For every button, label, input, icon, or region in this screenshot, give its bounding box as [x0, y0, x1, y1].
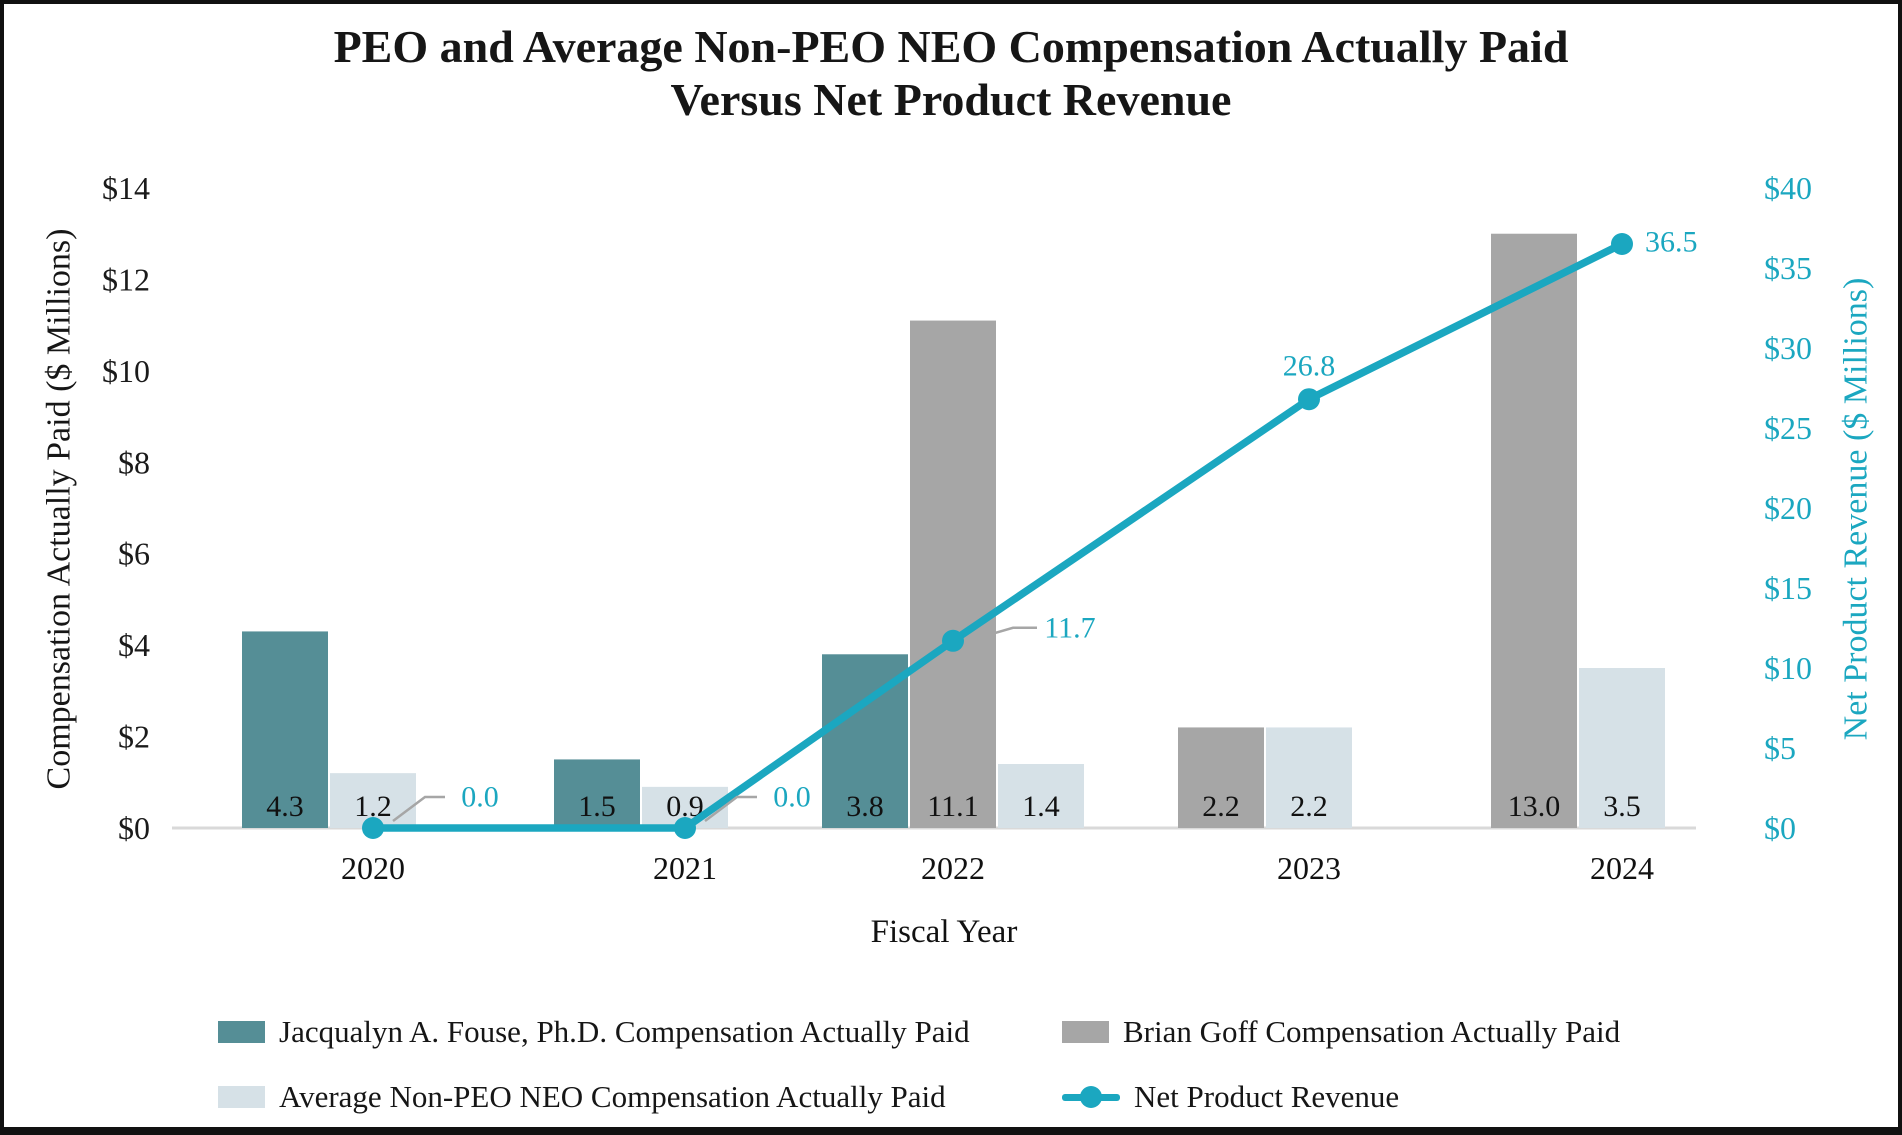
legend-swatch-goff: [1062, 1021, 1109, 1043]
right-axis-tick-label: $35: [1764, 250, 1812, 286]
left-axis-tick-label: $4: [118, 627, 150, 663]
revenue-marker: [1611, 233, 1633, 255]
bar-value-label: 4.3: [266, 790, 304, 823]
legend-line-marker-icon: [1062, 1086, 1120, 1108]
bar: [998, 764, 1084, 828]
left-axis-title: Compensation Actually Paid ($ Millions): [41, 229, 78, 790]
right-axis-tick-label: $5: [1764, 730, 1796, 766]
bar: [554, 759, 640, 828]
label-leader-line: [974, 626, 1037, 641]
chart-title-line1: PEO and Average Non-PEO NEO Compensation…: [333, 21, 1569, 72]
x-tick-label: 2020: [341, 850, 405, 886]
legend-swatch-fouse: [218, 1021, 265, 1043]
revenue-value-label: 11.7: [1044, 611, 1095, 644]
revenue-marker: [942, 629, 964, 652]
revenue-marker: [362, 817, 384, 839]
bar: [1266, 727, 1352, 828]
revenue-marker: [674, 817, 696, 839]
left-axis-tick-label: $14: [102, 170, 150, 206]
right-axis-tick-label: $40: [1764, 170, 1812, 206]
revenue-value-label: 26.8: [1283, 350, 1336, 383]
left-axis-tick-label: $8: [118, 444, 150, 480]
left-axis-tick-label: $6: [118, 536, 150, 572]
legend-item-revenue: Net Product Revenue: [1062, 1077, 1399, 1117]
bar: [910, 320, 996, 828]
x-tick-label: 2021: [653, 850, 717, 886]
bar: [1491, 233, 1577, 828]
chart-title: PEO and Average Non-PEO NEO Compensation…: [4, 20, 1898, 126]
bar: [242, 631, 328, 828]
left-axis-tick-label: $0: [118, 810, 150, 846]
revenue-value-label: 0.0: [773, 781, 811, 814]
bar-value-label: 3.5: [1603, 790, 1641, 823]
x-tick-label: 2023: [1277, 850, 1341, 886]
label-leader-line: [392, 795, 445, 822]
bar: [1178, 727, 1264, 828]
legend-label-fouse: Jacqualyn A. Fouse, Ph.D. Compensation A…: [279, 1014, 970, 1049]
left-axis-tick-label: $10: [102, 353, 150, 389]
left-axis-tick-label: $12: [102, 261, 150, 297]
right-axis-tick-label: $15: [1764, 570, 1812, 606]
x-axis-title: Fiscal Year: [871, 914, 1018, 950]
chart-title-line2: Versus Net Product Revenue: [670, 74, 1232, 125]
x-tick-label: 2022: [921, 850, 985, 886]
legend-label-goff: Brian Goff Compensation Actually Paid: [1123, 1014, 1621, 1049]
bar: [1579, 668, 1665, 828]
legend-label-revenue: Net Product Revenue: [1134, 1079, 1400, 1114]
legend-item-fouse: Jacqualyn A. Fouse, Ph.D. Compensation A…: [218, 1012, 970, 1052]
legend-item-goff: Brian Goff Compensation Actually Paid: [1062, 1012, 1620, 1052]
legend-swatch-avg-neo: [218, 1086, 265, 1108]
right-axis-title: Net Product Revenue ($ Millions): [1838, 278, 1875, 741]
bar-value-label: 1.4: [1022, 790, 1060, 823]
right-axis-tick-label: $30: [1764, 330, 1812, 366]
bar-value-label: 13.0: [1508, 790, 1561, 823]
bar-value-label: 2.2: [1290, 790, 1328, 823]
bar-value-label: 11.1: [927, 790, 978, 823]
right-axis-tick-label: $20: [1764, 490, 1812, 526]
left-axis-tick-label: $2: [118, 719, 150, 755]
label-leader-line: [704, 795, 757, 822]
bar-value-label: 1.5: [578, 790, 616, 823]
right-axis-tick-label: $10: [1764, 650, 1812, 686]
revenue-value-label: 0.0: [461, 781, 499, 814]
legend-label-avg-neo: Average Non-PEO NEO Compensation Actuall…: [279, 1079, 946, 1114]
x-tick-label: 2024: [1590, 850, 1654, 886]
right-axis-tick-label: $25: [1764, 410, 1812, 446]
legend-item-avg-neo: Average Non-PEO NEO Compensation Actuall…: [218, 1077, 946, 1117]
bar-value-label: 3.8: [846, 790, 884, 823]
revenue-value-label: 36.5: [1645, 226, 1698, 259]
bar-value-label: 2.2: [1202, 790, 1240, 823]
revenue-line: [369, 240, 1626, 832]
revenue-marker: [1298, 388, 1320, 411]
right-axis-tick-label: $0: [1764, 810, 1796, 846]
